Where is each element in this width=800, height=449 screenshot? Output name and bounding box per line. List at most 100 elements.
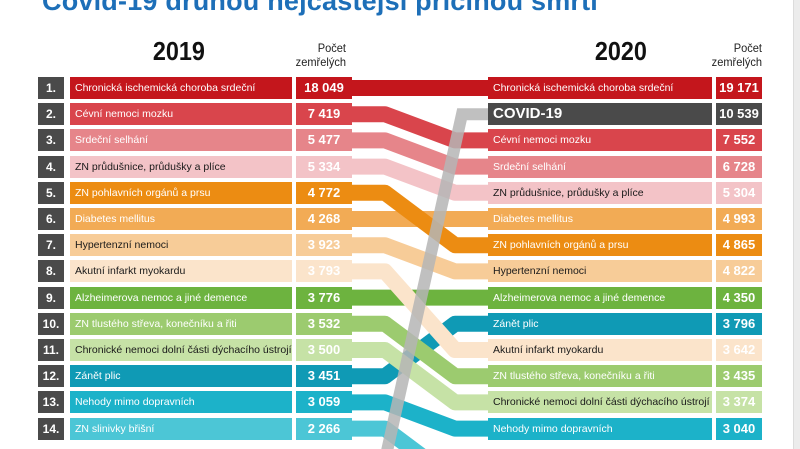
count-header-line1: Počet xyxy=(733,41,762,55)
row-2019: 11. Chronické nemoci dolní části dýchací… xyxy=(0,339,360,361)
cause-label: Srdeční selhání xyxy=(70,129,292,152)
death-count: 18 049 xyxy=(296,77,352,99)
cause-label: ZN pohlavních orgánů a prsu xyxy=(488,234,712,257)
row-2020: Diabetes mellitus 4 993 xyxy=(0,208,800,230)
cause-label: Zánět plic xyxy=(488,312,712,335)
death-count: 3 374 xyxy=(716,391,762,414)
death-count: 5 334 xyxy=(296,155,352,178)
rank-ribbon xyxy=(352,132,488,175)
row-2020: ZN pohlavních orgánů a prsu 4 865 xyxy=(0,234,800,257)
row-2019: 14. ZN slinivky břišní 2 266 xyxy=(0,417,360,440)
row-2019: 2. Cévní nemoci mozku 7 419 xyxy=(0,103,360,126)
cause-label: ZN tlustého střeva, konečníku a řiti xyxy=(488,365,712,388)
cause-label: Chronické nemoci dolní části dýchacího ú… xyxy=(70,339,292,361)
rank-badge: 4. xyxy=(38,155,64,178)
cause-label: Chronická ischemická choroba srdeční xyxy=(70,77,292,99)
row-2020: Hypertenzní nemoci 4 822 xyxy=(0,260,800,283)
death-count: 10 539 xyxy=(716,103,762,126)
row-2020: Akutní infarkt myokardu 3 642 xyxy=(0,339,800,361)
death-count: 3 435 xyxy=(716,365,762,388)
death-count: 4 268 xyxy=(296,208,352,230)
row-2020: Nehody mimo dopravních 3 040 xyxy=(0,417,800,440)
death-count: 3 796 xyxy=(716,312,762,335)
rank-ribbon xyxy=(352,342,488,411)
cause-label: Cévní nemoci mozku xyxy=(70,103,292,126)
row-2019: 1. Chronická ischemická choroba srdeční … xyxy=(0,77,360,99)
row-2020: Zánět plic 3 796 xyxy=(0,312,800,335)
death-count: 4 822 xyxy=(716,260,762,283)
rank-badge: 14. xyxy=(38,417,64,440)
cause-label: Akutní infarkt myokardu xyxy=(488,339,712,361)
rank-ribbon xyxy=(352,184,488,254)
row-2019: 7. Hypertenzní nemoci 3 923 xyxy=(0,234,360,257)
rank-badge: 10. xyxy=(38,312,64,335)
rank-badge: 13. xyxy=(38,391,64,414)
row-2019: 9. Alzheimerova nemoc a jiné demence 3 7… xyxy=(0,286,360,309)
count-header-2019: Počet zemřelých xyxy=(287,41,346,69)
row-2019: 10. ZN tlustého střeva, konečníku a řiti… xyxy=(0,312,360,335)
scrollbar[interactable] xyxy=(793,0,800,449)
row-2020: Cévní nemoci mozku 7 552 xyxy=(0,129,800,152)
rank-badge: 6. xyxy=(38,208,64,230)
row-2020: Alzheimerova nemoc a jiné demence 4 350 xyxy=(0,286,800,309)
death-count: 4 865 xyxy=(716,234,762,257)
cause-label: Akutní infarkt myokardu xyxy=(70,260,292,283)
cause-label: Hypertenzní nemoci xyxy=(70,234,292,257)
rank-ribbon xyxy=(352,158,488,201)
cause-label: Diabetes mellitus xyxy=(70,208,292,230)
death-count: 4 993 xyxy=(716,208,762,230)
cause-label: ZN průdušnice, průdušky a plíce xyxy=(488,181,712,204)
rank-ribbon xyxy=(352,106,488,149)
cause-label: Nehody mimo dopravních xyxy=(488,417,712,440)
rank-badge: 7. xyxy=(38,234,64,257)
cause-label: Srdeční selhání xyxy=(488,155,712,178)
death-count: 4 350 xyxy=(716,286,762,309)
rank-badge: 3. xyxy=(38,129,64,152)
row-2019: 13. Nehody mimo dopravních 3 059 xyxy=(0,391,360,414)
cause-label: Cévní nemoci mozku xyxy=(488,129,712,152)
count-header-2020: Počet zemřelých xyxy=(703,41,762,69)
rank-ribbon xyxy=(352,420,426,449)
count-header-line1: Počet xyxy=(317,41,346,55)
row-2020: Srdeční selhání 6 728 xyxy=(0,155,800,178)
row-2020: COVID-19 10 539 xyxy=(0,103,800,126)
death-count: 3 040 xyxy=(716,417,762,440)
row-2020: Chronická ischemická choroba srdeční 19 … xyxy=(0,77,800,99)
row-2019: 5. ZN pohlavních orgánů a prsu 4 772 xyxy=(0,181,360,204)
row-2019: 3. Srdeční selhání 5 477 xyxy=(0,129,360,152)
death-count: 3 923 xyxy=(296,234,352,257)
cause-label: ZN tlustého střeva, konečníku a řiti xyxy=(70,312,292,335)
cause-label: Alzheimerova nemoc a jiné demence xyxy=(488,286,712,309)
death-count: 2 266 xyxy=(296,417,352,440)
rank-badge: 9. xyxy=(38,286,64,309)
cause-label: COVID-19 xyxy=(488,103,712,126)
rank-badge: 11. xyxy=(38,339,64,361)
rank-ribbon xyxy=(352,237,488,280)
cause-label: Nehody mimo dopravních xyxy=(70,391,292,414)
death-count: 3 776 xyxy=(296,286,352,309)
rank-ribbon xyxy=(352,315,488,385)
count-header-line2: zemřelých xyxy=(295,55,346,69)
death-count: 3 451 xyxy=(296,365,352,388)
rank-badge: 12. xyxy=(38,365,64,388)
rank-ribbon xyxy=(352,394,488,437)
cause-label: Alzheimerova nemoc a jiné demence xyxy=(70,286,292,309)
cause-label: ZN slinivky břišní xyxy=(70,417,292,440)
row-2019: 8. Akutní infarkt myokardu 3 793 xyxy=(0,260,360,283)
death-count: 5 477 xyxy=(296,129,352,152)
cause-label: Zánět plic xyxy=(70,365,292,388)
cause-label: ZN pohlavních orgánů a prsu xyxy=(70,181,292,204)
year-2020-heading: 2020 xyxy=(594,36,647,66)
cause-label: Diabetes mellitus xyxy=(488,208,712,230)
death-count: 3 642 xyxy=(716,339,762,361)
page-title: Covid-19 druhou nejčastější příčinou smr… xyxy=(42,0,599,16)
rank-badge: 1. xyxy=(38,77,64,99)
cause-label: ZN průdušnice, průdušky a plíce xyxy=(70,155,292,178)
row-2020: ZN průdušnice, průdušky a plíce 5 304 xyxy=(0,181,800,204)
row-2019: 6. Diabetes mellitus 4 268 xyxy=(0,208,360,230)
death-count: 3 532 xyxy=(296,312,352,335)
cause-label: Chronické nemoci dolní části dýchacího ú… xyxy=(488,391,712,414)
death-count: 7 419 xyxy=(296,103,352,126)
death-count: 3 500 xyxy=(296,339,352,361)
